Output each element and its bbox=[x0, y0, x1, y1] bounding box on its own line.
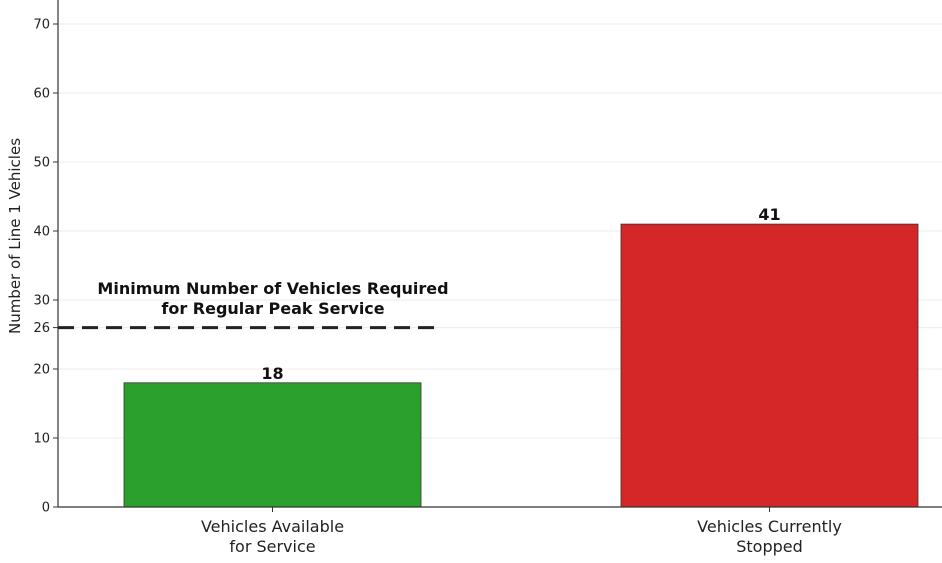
y-tick-label: 40 bbox=[33, 225, 50, 240]
x-axis-ticks: Vehicles Available for Service Vehicles Cu… bbox=[201, 507, 842, 556]
reference-line-label: Minimum Number of Vehicles Required for R… bbox=[97, 279, 448, 318]
y-axis-label: Number of Line 1 Vehicles bbox=[6, 138, 24, 334]
y-tick-label: 30 bbox=[33, 294, 50, 309]
bar-value-label: 18 bbox=[261, 364, 283, 383]
x-category-label: Vehicles Available for Service bbox=[201, 517, 344, 556]
y-tick-label: 60 bbox=[33, 87, 50, 102]
y-tick-label: 0 bbox=[42, 501, 50, 516]
bar bbox=[123, 382, 422, 508]
bar-value-label: 41 bbox=[758, 205, 780, 224]
axes bbox=[57, 0, 942, 508]
x-category-label: Vehicles Currently Stopped bbox=[697, 517, 842, 556]
y-tick-label: 70 bbox=[33, 18, 50, 33]
y-tick-label: 26 bbox=[33, 321, 50, 336]
bar bbox=[620, 223, 919, 508]
y-axis-ticks: 0 10 20 26 30 40 50 60 70 bbox=[33, 18, 58, 516]
y-tick-label: 20 bbox=[33, 363, 50, 378]
y-tick-label: 10 bbox=[33, 432, 50, 447]
y-tick-label: 50 bbox=[33, 156, 50, 171]
reference-line: Minimum Number of Vehicles Required for R… bbox=[58, 279, 449, 330]
